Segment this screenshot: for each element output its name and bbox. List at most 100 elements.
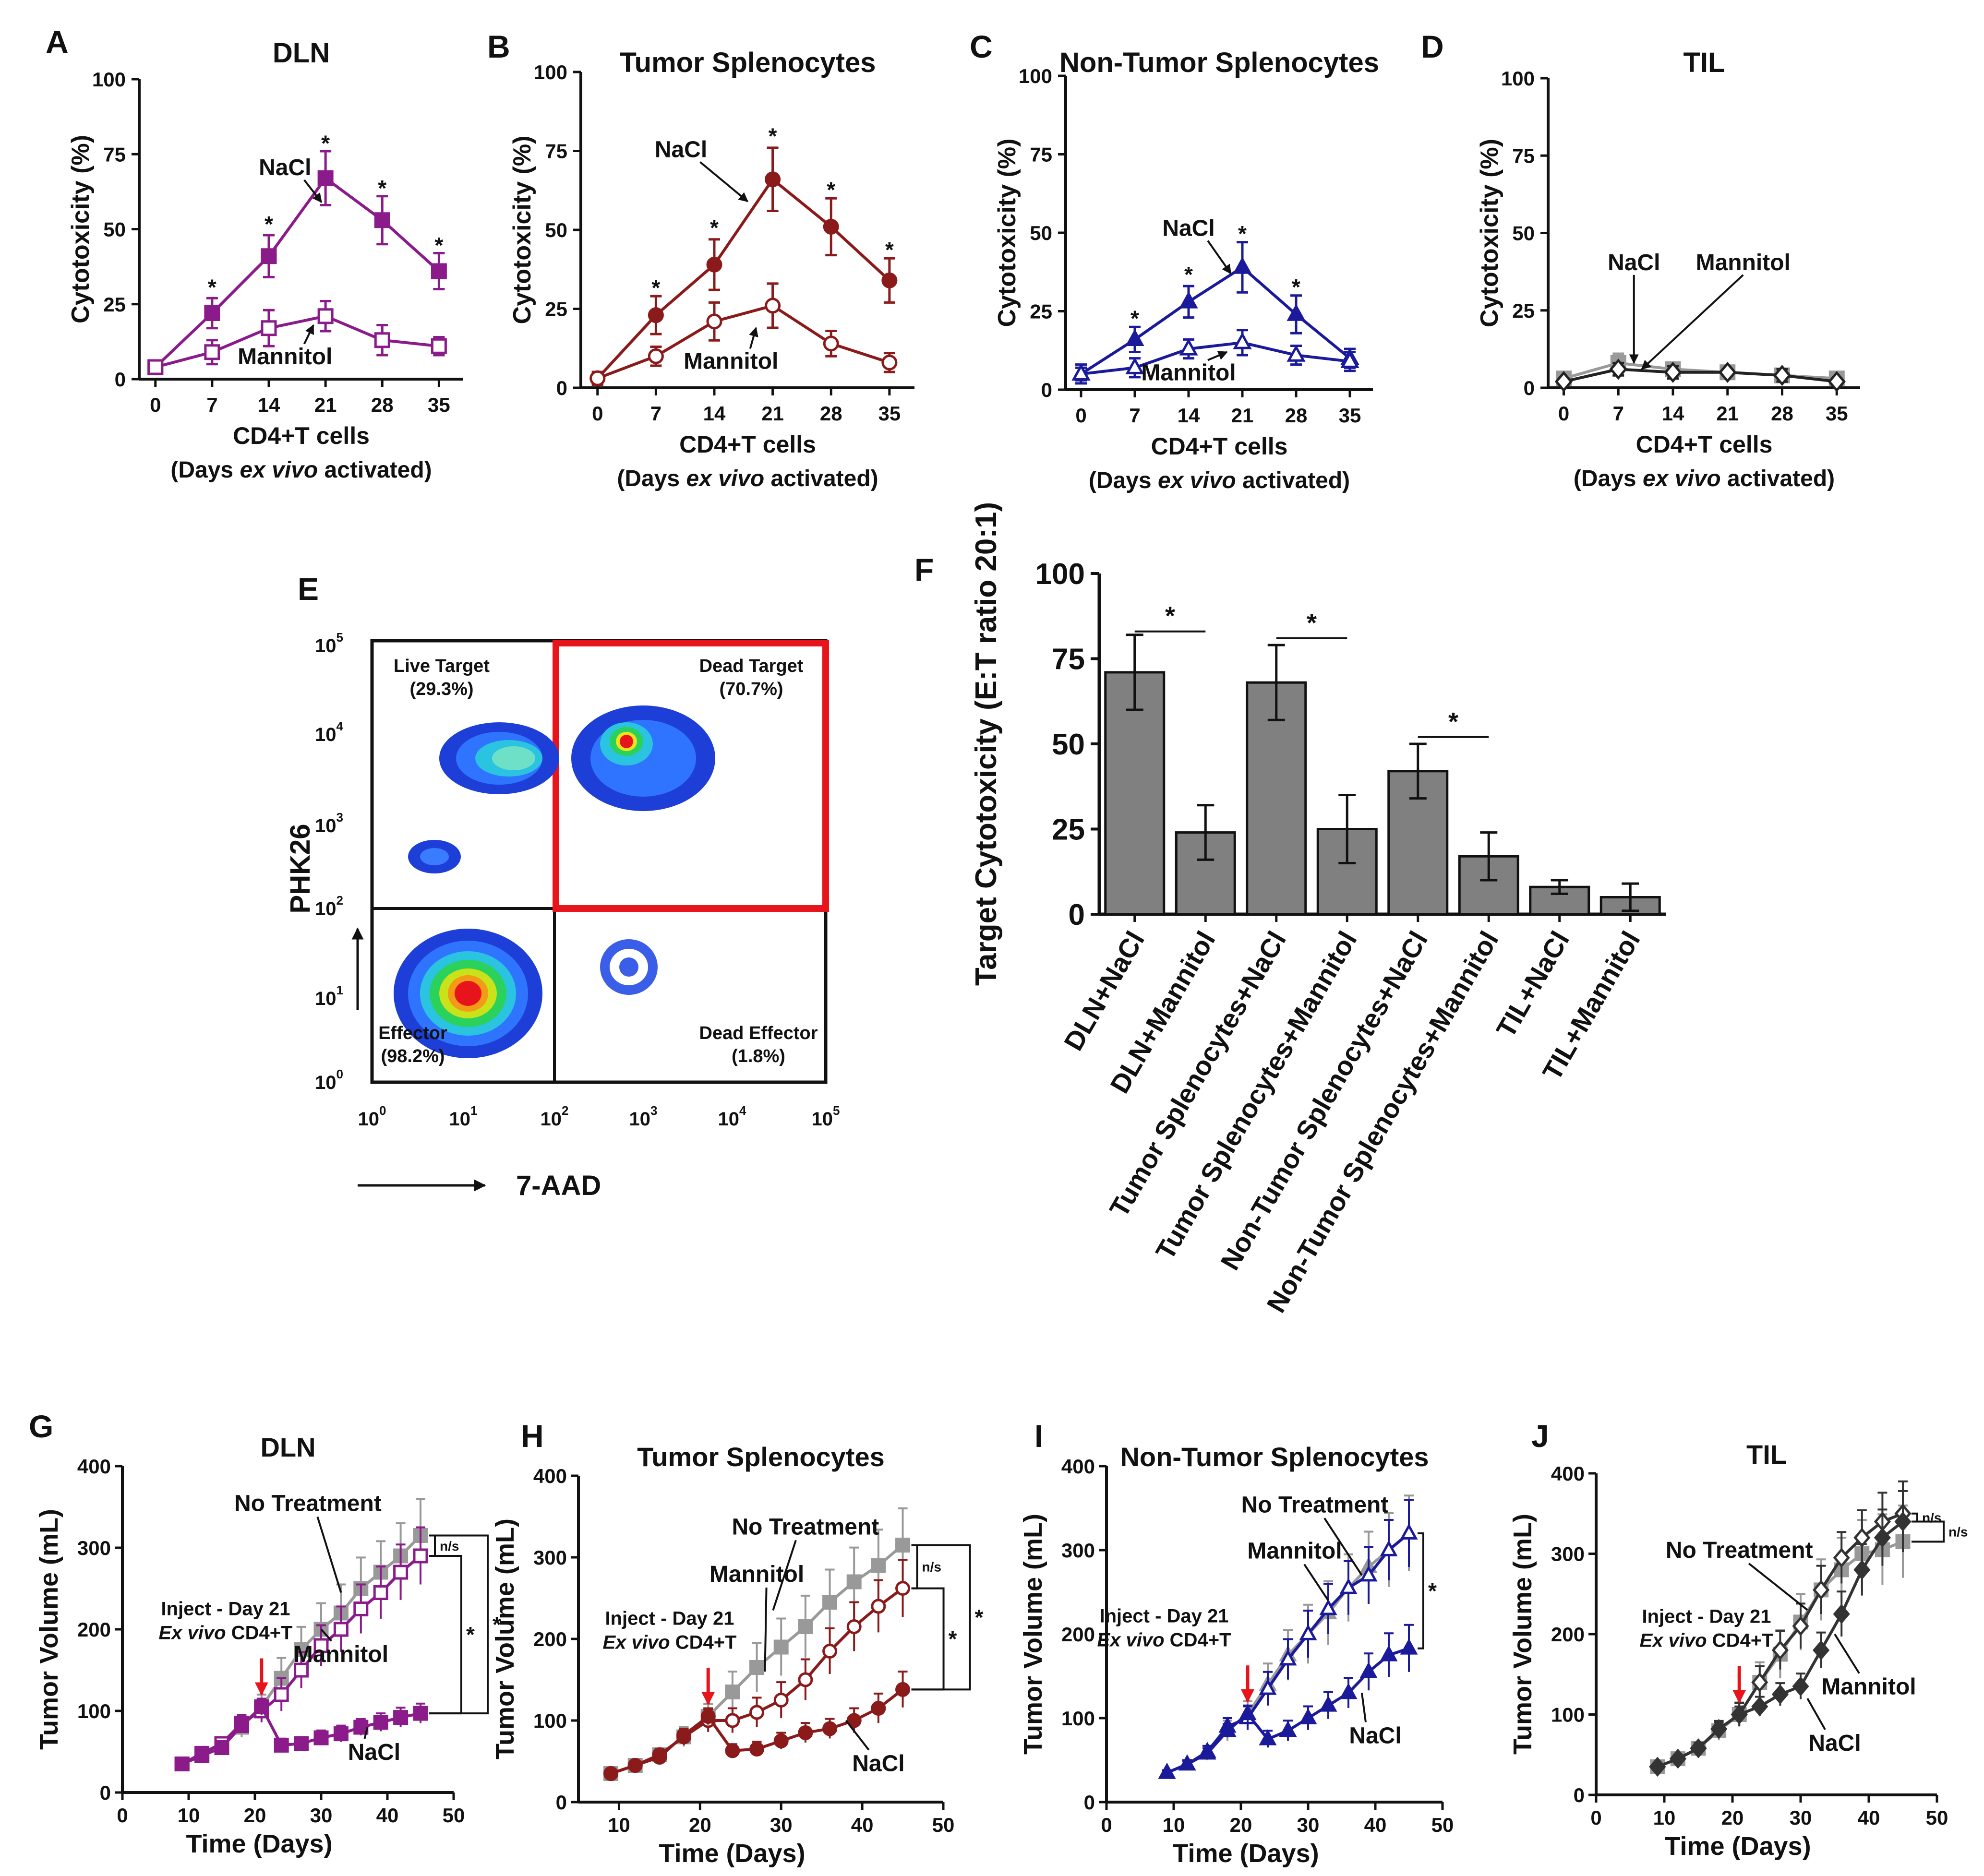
x-tick-label: 0 xyxy=(1075,404,1086,427)
inject-label: Inject - Day 21 xyxy=(1642,1606,1771,1627)
data-point xyxy=(294,1662,309,1678)
tick-base: 10 xyxy=(812,1109,833,1130)
y-tick-label: 200 xyxy=(1061,1623,1095,1646)
data-point xyxy=(1792,1676,1809,1697)
annotation-leader xyxy=(1806,1698,1826,1730)
y-tick-label: 100 xyxy=(533,1709,567,1732)
series-mannitol xyxy=(1649,1480,1912,1777)
x-axis-label-2-italic: ex vivo xyxy=(686,466,764,491)
annotation-leader xyxy=(772,1540,797,1611)
data-point xyxy=(294,1736,309,1751)
significance-star: * xyxy=(827,177,835,202)
x-tick-label: 35 xyxy=(428,394,450,416)
tick-exponent: 2 xyxy=(562,1103,568,1118)
y-tick-label: 50 xyxy=(545,219,567,241)
significance-bracket xyxy=(1912,1512,1918,1523)
significance-star: * xyxy=(1307,609,1317,637)
data-point xyxy=(895,1581,911,1596)
series-annotation: No Treatment xyxy=(732,1514,879,1540)
data-point xyxy=(676,1728,692,1743)
data-point xyxy=(431,338,447,354)
y-tick-label: 100 xyxy=(92,68,126,91)
tick-base: 10 xyxy=(315,988,337,1009)
significance-star: * xyxy=(769,124,777,149)
series-annotation: Mannitol xyxy=(294,1642,388,1667)
significance-star: * xyxy=(1165,602,1175,631)
data-point xyxy=(1669,1748,1686,1769)
gate-percent: (70.7%) xyxy=(719,679,783,699)
x-axis-label-2: (Days ex vivo activated) xyxy=(1574,466,1835,491)
inject-label-2: Ex vivo CD4+T xyxy=(602,1632,736,1653)
data-point xyxy=(1158,1762,1176,1779)
y-tick-label: 400 xyxy=(533,1465,567,1487)
data-point xyxy=(1359,1565,1378,1582)
data-point xyxy=(1751,1672,1768,1693)
data-point xyxy=(1751,1696,1768,1717)
y-tick-label: 101 xyxy=(315,983,343,1009)
annotation-leader xyxy=(363,1727,369,1739)
x-axis-label-2-pre: (Days xyxy=(617,466,686,491)
data-point xyxy=(871,1599,886,1614)
y-axis-label: Cytotoxicity (%) xyxy=(67,135,95,323)
series-annotation: NaCl xyxy=(1608,250,1660,275)
panel-title: DLN xyxy=(260,1432,315,1462)
tick-base: 10 xyxy=(629,1109,651,1130)
panel-label: G xyxy=(29,1409,53,1444)
series-annotation: No Treatment xyxy=(1666,1538,1813,1563)
significance-bracket xyxy=(429,1555,462,1715)
data-point xyxy=(648,348,664,364)
annotation-leader xyxy=(845,1720,870,1751)
data-point xyxy=(313,1730,329,1745)
annotation-arrow xyxy=(303,324,314,345)
data-point xyxy=(1773,365,1792,386)
y-axis-label: Target Cytotoxicity (E:T ratio 20:1) xyxy=(970,502,1003,986)
x-tick-label: 30 xyxy=(310,1804,333,1827)
x-tick-label: 21 xyxy=(1716,402,1739,425)
data-point xyxy=(1833,1548,1850,1568)
y-tick-label: 75 xyxy=(545,140,567,163)
x-tick-label: 50 xyxy=(932,1814,955,1836)
x-tick-label: 20 xyxy=(244,1804,266,1827)
inject-label-post: CD4+T xyxy=(1165,1629,1231,1650)
data-point xyxy=(1179,291,1198,309)
x-tick-label: 20 xyxy=(1721,1806,1744,1829)
panel-title: Tumor Splenocytes xyxy=(637,1442,885,1472)
y-tick-label: 75 xyxy=(1030,143,1052,166)
data-point xyxy=(1874,1528,1891,1548)
y-tick-label: 103 xyxy=(315,810,343,836)
data-point xyxy=(1319,1599,1337,1615)
series-annotation: Mannitol xyxy=(1141,360,1236,385)
data-point xyxy=(749,1705,765,1720)
series-nacl xyxy=(1158,1624,1418,1779)
annotation-leader xyxy=(1834,1633,1860,1674)
x-tick-label: 7 xyxy=(1129,404,1140,427)
data-point xyxy=(1690,1738,1707,1758)
y-tick-label: 50 xyxy=(103,218,126,241)
data-point xyxy=(413,1706,428,1721)
tick-exponent: 1 xyxy=(470,1103,477,1118)
panel-title: Non-Tumor Splenocytes xyxy=(1059,47,1379,78)
panel-H: H Tumor Splenocytes 0 100 200 300 400 10 20 30 40 5… xyxy=(491,1418,984,1868)
y-tick-label: 100 xyxy=(1019,65,1052,87)
x-axis-label: Time (Days) xyxy=(1664,1832,1811,1861)
series-annotation: Mannitol xyxy=(684,349,778,374)
significance-star: * xyxy=(434,233,443,258)
y-tick-label: 100 xyxy=(315,1067,343,1093)
series-mannitol xyxy=(1071,329,1359,382)
data-point xyxy=(353,1720,369,1735)
y-tick-label: 200 xyxy=(1551,1623,1585,1646)
data-point xyxy=(333,1622,349,1637)
y-tick-label: 100 xyxy=(534,61,567,84)
significance-star: * xyxy=(710,215,719,240)
series-annotation: NaCl xyxy=(1808,1731,1861,1756)
data-point xyxy=(1359,1661,1378,1678)
data-point xyxy=(881,354,898,370)
y-tick-label: 100 xyxy=(1035,558,1085,591)
data-point xyxy=(822,1595,838,1610)
significance-text: n/s xyxy=(1922,1510,1941,1525)
data-point xyxy=(204,305,220,321)
annotation-leader xyxy=(1323,1518,1363,1576)
gate-percent: (1.8%) xyxy=(732,1046,785,1066)
data-point xyxy=(822,1644,838,1659)
